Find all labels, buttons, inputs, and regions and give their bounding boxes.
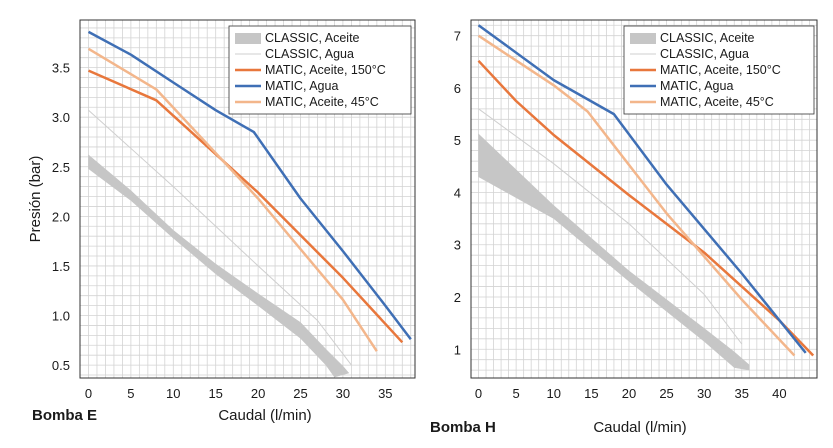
- x-tick-label: 15: [208, 386, 222, 401]
- legend-label-classic-aceite: CLASSIC, Aceite: [265, 31, 360, 45]
- y-tick-label: 1.5: [52, 259, 70, 274]
- y-tick-label: 3.5: [52, 61, 70, 76]
- x-tick-label: 25: [659, 386, 673, 401]
- x-tick-label: 20: [251, 386, 265, 401]
- y-tick-label: 2: [454, 290, 461, 305]
- legend-swatch-classic-aceite: [235, 33, 261, 44]
- x-tick-label: 10: [547, 386, 561, 401]
- legend-label-matic-aceite-150-c: MATIC, Aceite, 150°C: [660, 63, 781, 77]
- legend-label-matic-aceite-150-c: MATIC, Aceite, 150°C: [265, 63, 386, 77]
- x-tick-label: 30: [697, 386, 711, 401]
- legend-label-matic-agua: MATIC, Agua: [660, 79, 733, 93]
- plot-area-frame: [79, 19, 416, 379]
- x-axis-title: Caudal (l/min): [593, 419, 686, 436]
- x-axis-title: Caudal (l/min): [218, 407, 311, 424]
- series-line-matic-agua: [477, 24, 807, 354]
- x-tick-label: 5: [127, 386, 134, 401]
- y-tick-label: 2.5: [52, 160, 70, 175]
- y-tick-label: 5: [454, 133, 461, 148]
- x-tick-label: 0: [475, 386, 482, 401]
- x-tick-label: 15: [584, 386, 598, 401]
- x-tick-label: 40: [772, 386, 786, 401]
- series-line-classic-agua: [478, 108, 743, 345]
- x-tick-label: 35: [735, 386, 749, 401]
- x-tick-label: 30: [336, 386, 350, 401]
- plot-area-frame: [470, 19, 818, 379]
- y-tick-label: 0.5: [52, 358, 70, 373]
- chart-panel-bomba-e: 0.5 1.0 1.5 2.0 2.5 3.0 3.5 0 5 10 15 20 25 30 35 Presi…: [27, 19, 416, 424]
- y-axis-title: Presión (bar): [27, 156, 44, 243]
- y-tick-label: 3: [454, 238, 461, 253]
- legend: CLASSIC, Aceite CLASSIC, Agua MATIC, Aceit…: [623, 25, 815, 115]
- legend-label-classic-aceite: CLASSIC, Aceite: [660, 31, 755, 45]
- x-tick-label: 5: [513, 386, 520, 401]
- legend: CLASSIC, Aceite CLASSIC, Agua MATIC, Aceit…: [228, 25, 412, 115]
- panel-title: Bomba E: [32, 407, 97, 424]
- legend-label-classic-agua: CLASSIC, Agua: [265, 47, 354, 61]
- y-tick-label: 7: [454, 29, 461, 44]
- y-tick-label: 6: [454, 81, 461, 96]
- y-tick-label: 3.0: [52, 110, 70, 125]
- panel-title: Bomba H: [430, 419, 496, 436]
- y-tick-label: 2.0: [52, 209, 70, 224]
- series-line-matic-aceite-150-c: [87, 69, 404, 344]
- plot-marks: [477, 24, 815, 371]
- band-classic-aceite: [478, 133, 750, 371]
- x-tick-label: 10: [166, 386, 180, 401]
- series-line-matic-aceite-45-c: [87, 47, 378, 352]
- series-line-classic-agua: [88, 109, 352, 366]
- legend-swatch-classic-aceite: [630, 33, 656, 44]
- legend-label-matic-aceite-45-c: MATIC, Aceite, 45°C: [265, 95, 379, 109]
- x-tick-label: 25: [293, 386, 307, 401]
- x-tick-label: 0: [85, 386, 92, 401]
- y-tick-label: 1.0: [52, 309, 70, 324]
- legend-label-matic-agua: MATIC, Agua: [265, 79, 338, 93]
- legend-label-classic-agua: CLASSIC, Agua: [660, 47, 749, 61]
- x-tick-label: 20: [622, 386, 636, 401]
- series-line-matic-aceite-45-c: [477, 34, 796, 357]
- chart-panel-bomba-h: 1 2 3 4 5 6 7 0 5 10 15 20 25 30 35 40 Caudal (l/min) Bom…: [430, 19, 818, 436]
- y-tick-label: 1: [454, 342, 461, 357]
- y-tick-label: 4: [454, 185, 461, 200]
- x-tick-label: 35: [378, 386, 392, 401]
- plot-marks: [87, 30, 412, 378]
- band-classic-aceite: [88, 154, 350, 378]
- legend-label-matic-aceite-45-c: MATIC, Aceite, 45°C: [660, 95, 774, 109]
- series-line-matic-agua: [87, 30, 412, 341]
